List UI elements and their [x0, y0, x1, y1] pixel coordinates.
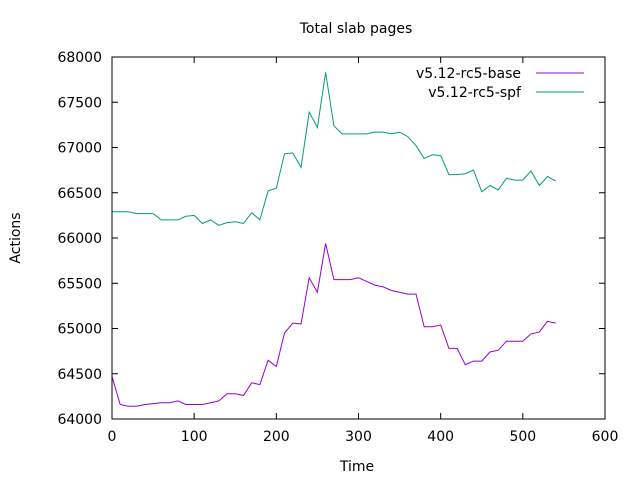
x-axis-ticks: 0 100 200 300 400 500 600	[108, 57, 619, 445]
y-tick-label: 66500	[57, 186, 102, 202]
legend-label-2: v5.12-rc5-spf	[428, 85, 522, 101]
y-tick-label: 68000	[57, 50, 102, 66]
x-tick-label: 100	[181, 429, 208, 445]
y-tick-label: 66000	[57, 231, 102, 247]
x-tick-label: 200	[263, 429, 290, 445]
legend: v5.12-rc5-base v5.12-rc5-spf	[416, 66, 584, 101]
y-tick-label: 65500	[57, 276, 102, 292]
series-line-1	[111, 243, 556, 407]
y-tick-label: 64000	[57, 412, 102, 428]
y-tick-label: 65000	[57, 322, 102, 338]
x-tick-label: 0	[108, 429, 117, 445]
legend-label-1: v5.12-rc5-base	[416, 66, 521, 82]
x-tick-label: 300	[345, 429, 372, 445]
x-axis-label: Time	[339, 459, 374, 475]
x-tick-label: 400	[427, 429, 454, 445]
y-axis-label: Actions	[8, 212, 24, 263]
x-tick-label: 600	[592, 429, 619, 445]
x-tick-label: 500	[509, 429, 536, 445]
chart-title: Total slab pages	[299, 21, 413, 37]
y-tick-label: 67500	[57, 95, 102, 111]
y-tick-label: 64500	[57, 367, 102, 383]
series-line-2	[112, 72, 556, 226]
series-lines	[111, 72, 556, 407]
y-axis-ticks: 64000 64500 65000 65500 66000 66500 67000 67500…	[57, 50, 605, 428]
y-tick-label: 67000	[57, 141, 102, 157]
plot-frame	[111, 56, 606, 420]
